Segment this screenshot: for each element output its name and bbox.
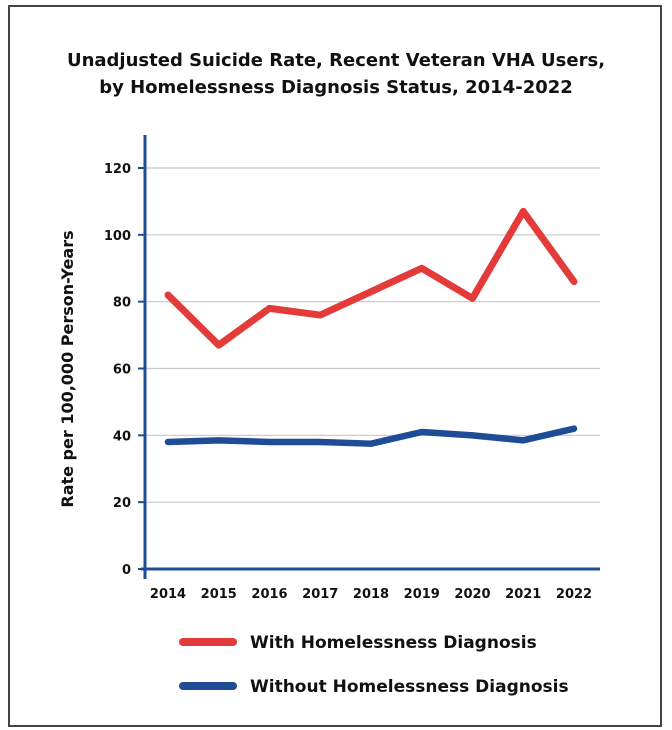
y-tick-label-0: 0 — [122, 563, 131, 578]
x-tick-label-2020: 2020 — [454, 587, 490, 602]
x-tick-label-2018: 2018 — [353, 587, 389, 602]
series-line-1 — [164, 207, 578, 349]
chart-title-line-2: by Homelessness Diagnosis Status, 2014-2… — [99, 77, 573, 98]
y-tick-label-100: 100 — [104, 229, 131, 244]
x-tick-label-2019: 2019 — [404, 587, 440, 602]
x-tick-label-2014: 2014 — [150, 587, 186, 602]
y-tick-label-120: 120 — [104, 162, 131, 177]
axes — [138, 135, 600, 579]
chart-frame — [8, 5, 662, 727]
legend-label-2: Without Homelessness Diagnosis — [250, 677, 569, 697]
chart-title: Unadjusted Suicide Rate, Recent Veteran … — [0, 47, 672, 101]
legend: With Homelessness Diagnosis Without Homel… — [179, 633, 569, 697]
chart-title-line-1: Unadjusted Suicide Rate, Recent Veteran … — [66, 50, 606, 71]
y-tick-label-60: 60 — [113, 363, 131, 378]
y-axis-label: Rate per 100,000 Person-Years — [58, 230, 77, 507]
legend-label-1: With Homelessness Diagnosis — [250, 633, 537, 653]
x-tick-label-2015: 2015 — [201, 587, 237, 602]
y-tick-label-40: 40 — [113, 429, 131, 444]
series-lines — [164, 207, 578, 447]
y-tick-label-80: 80 — [113, 296, 131, 311]
y-tick-label-20: 20 — [113, 496, 131, 511]
tick-labels: 0 20 40 60 80 100 120 2014 2015 2016 2017 2018 2019 2… — [104, 162, 592, 602]
grid-lines — [145, 167, 600, 503]
x-tick-label-2022: 2022 — [556, 587, 592, 602]
series-line-2 — [164, 425, 578, 447]
x-tick-label-2016: 2016 — [251, 587, 287, 602]
x-tick-label-2017: 2017 — [302, 587, 338, 602]
x-tick-label-2021: 2021 — [505, 587, 541, 602]
